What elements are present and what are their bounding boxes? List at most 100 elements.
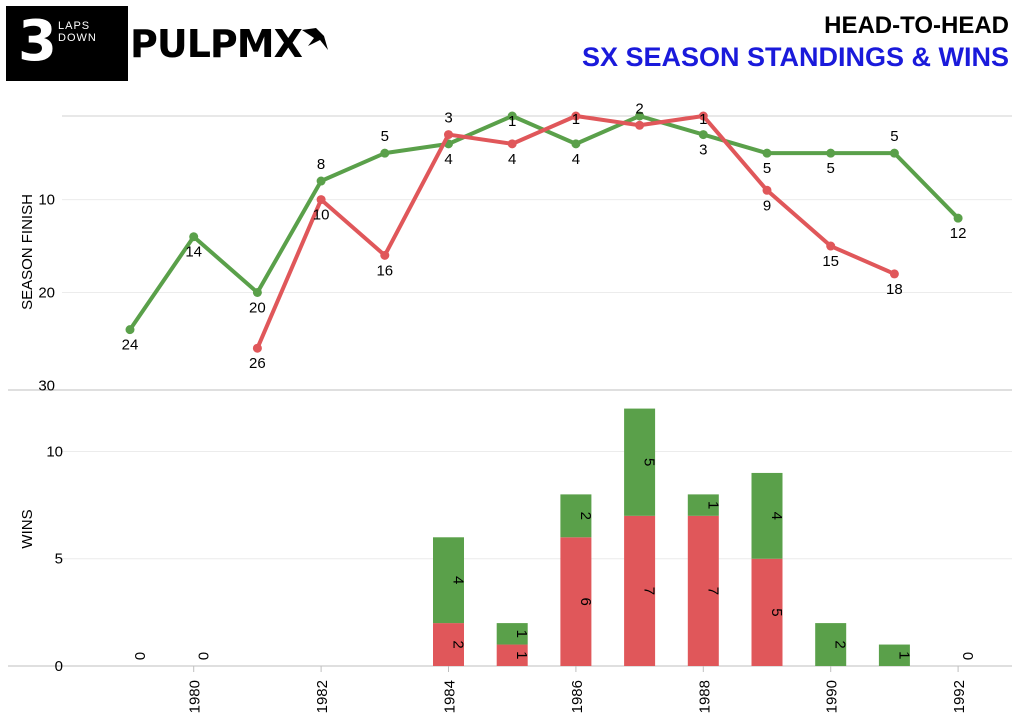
- point-label-green-1980: 14: [185, 244, 202, 261]
- y-tick-line-30: 30: [38, 377, 55, 394]
- point-label-red-1986: 1: [572, 111, 580, 128]
- point-red-1989: [762, 185, 772, 195]
- y-tick-bar-5: 5: [55, 551, 63, 568]
- point-label-red-1989: 9: [763, 197, 771, 214]
- point-green-1987: [635, 111, 645, 121]
- logo-line-2: DOWN: [58, 32, 97, 44]
- x-tick-1988: 1988: [696, 680, 713, 713]
- point-green-1991: [889, 148, 899, 158]
- point-red-1983: [380, 250, 390, 260]
- x-tick-1980: 1980: [187, 680, 204, 713]
- point-label-red-1982: 10: [313, 207, 330, 224]
- point-green-1983: [380, 148, 390, 158]
- bar-label-green-1984: 4: [450, 576, 467, 584]
- point-green-1980: [189, 232, 199, 242]
- brand-mark-icon: [302, 28, 328, 50]
- bar-red-1988: [687, 515, 719, 666]
- point-label-green-1981: 20: [249, 299, 266, 316]
- bar-label-green-1989: 4: [768, 512, 785, 520]
- bar-green-1986: [560, 494, 592, 538]
- logo-text: LAPS DOWN: [58, 20, 97, 44]
- point-label-green-1989: 5: [763, 160, 771, 177]
- point-label-red-1984: 3: [444, 110, 452, 127]
- bar-green-1988: [687, 494, 719, 516]
- x-tick-1986: 1986: [569, 680, 586, 713]
- x-tick-1990: 1990: [824, 680, 841, 713]
- point-label-green-1991: 5: [890, 128, 898, 145]
- point-red-1990: [826, 241, 836, 251]
- point-red-1981: [252, 343, 262, 353]
- point-label-green-1986: 4: [572, 151, 580, 168]
- y-tick-bar-0: 0: [55, 658, 63, 675]
- point-green-1979: [125, 325, 135, 335]
- point-green-1986: [571, 139, 581, 149]
- point-label-green-1985: 1: [508, 113, 516, 130]
- point-label-green-1992: 12: [950, 225, 967, 242]
- bar-label-red-1986: 6: [577, 597, 594, 605]
- y-tick-line-10: 10: [38, 192, 55, 209]
- gridlines: [8, 115, 1012, 667]
- point-label-green-1983: 5: [381, 128, 389, 145]
- x-tick-1984: 1984: [442, 680, 459, 713]
- point-label-green-1979: 24: [122, 337, 139, 354]
- point-label-green-1988: 3: [699, 142, 707, 159]
- bar-red-1985: [496, 644, 528, 666]
- bar-red-1989: [751, 558, 783, 666]
- chart-subtitle: SX SEASON STANDINGS & WINS: [581, 42, 1009, 72]
- point-label-green-1990: 5: [827, 160, 835, 177]
- logo-line-1: LAPS: [58, 20, 91, 32]
- point-green-1982: [316, 176, 326, 186]
- bar-label-green-1986: 2: [577, 512, 594, 520]
- line-series: [125, 111, 963, 353]
- point-label-red-1988: 1: [699, 111, 707, 128]
- point-label-red-1987: 2: [635, 100, 643, 117]
- point-green-1990: [826, 148, 836, 158]
- bar-label-zero-1992: 0: [959, 652, 976, 660]
- point-label-red-1985: 4: [508, 151, 516, 168]
- point-green-1985: [507, 111, 517, 121]
- point-label-green-1984: 4: [444, 151, 452, 168]
- bar-label-red-1987: 7: [641, 587, 658, 595]
- point-red-1984: [444, 130, 453, 140]
- line-green: [128, 114, 960, 331]
- brand-logo-text: PULPMX: [130, 22, 303, 66]
- point-label-red-1983: 16: [376, 262, 393, 279]
- point-red-1987: [635, 120, 645, 130]
- point-green-1992: [953, 213, 963, 223]
- logo-badge: 3 LAPS DOWN: [6, 6, 128, 81]
- bar-label-red-1989: 5: [768, 608, 785, 616]
- bar-label-green-1987: 5: [641, 458, 658, 466]
- point-red-1988: [698, 111, 708, 121]
- bar-label-green-1991: 1: [895, 651, 912, 659]
- bar-green-1991: [878, 644, 910, 666]
- x-tick-1992: 1992: [951, 680, 968, 713]
- bar-green-1989: [751, 472, 783, 559]
- chart-title: HEAD-TO-HEAD: [824, 12, 1009, 39]
- bar-label-red-1984: 2: [450, 640, 467, 648]
- bar-red-1986: [560, 537, 592, 666]
- y-tick-line-20: 20: [38, 284, 55, 301]
- bar-label-red-1985: 1: [513, 651, 530, 659]
- bar-green-1990: [815, 623, 847, 666]
- point-red-1986: [571, 111, 581, 121]
- y-axis-label-wins: WINS: [19, 509, 36, 548]
- point-label-red-1991: 18: [886, 281, 903, 298]
- bar-label-zero-1980: 0: [195, 652, 212, 660]
- point-red-1985: [507, 139, 517, 149]
- bar-red-1987: [624, 515, 656, 666]
- bar-label-green-1990: 2: [832, 640, 849, 648]
- point-green-1989: [762, 148, 772, 158]
- bar-label-green-1988: 1: [704, 501, 721, 509]
- y-tick-bar-10: 10: [46, 443, 63, 460]
- point-label-red-1981: 26: [249, 355, 266, 372]
- bar-label-red-1988: 7: [704, 587, 721, 595]
- point-red-1982: [316, 195, 326, 205]
- bar-label-green-1985: 1: [513, 630, 530, 638]
- bar-label-zero-1979: 0: [131, 652, 148, 660]
- point-green-1981: [252, 287, 262, 297]
- bar-red-1984: [433, 623, 464, 666]
- point-red-1991: [889, 269, 899, 279]
